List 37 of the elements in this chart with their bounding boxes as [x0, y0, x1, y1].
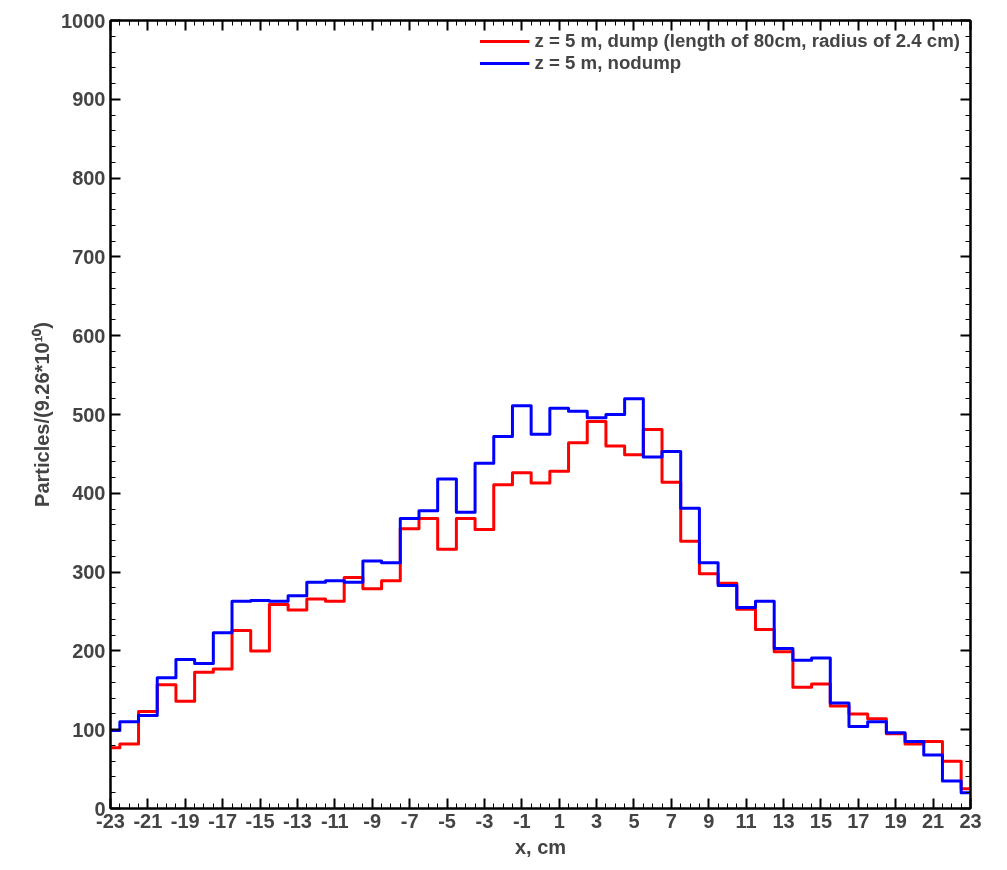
legend-label: z = 5 m, dump (length of 80cm, radius of 2.4 cm)	[534, 30, 960, 52]
x-tick-label: -9	[363, 809, 382, 832]
x-tick-label: 3	[591, 809, 603, 832]
x-tick-label: -15	[245, 809, 275, 832]
y-tick-label: 600	[72, 324, 106, 347]
x-tick-label: 23	[959, 809, 982, 832]
y-tick-label: 400	[72, 482, 106, 505]
x-tick-label: -11	[320, 809, 349, 832]
y-tick-label: 500	[72, 403, 106, 426]
x-tick-label: 5	[628, 809, 640, 832]
y-tick-label: 900	[72, 88, 106, 111]
y-tick-label: 200	[72, 639, 106, 662]
x-tick-label: 15	[809, 809, 833, 832]
y-axis-title: Particles/(9.26*10¹⁰)	[31, 322, 54, 507]
x-tick-label: -7	[400, 809, 419, 832]
x-tick-label: -21	[133, 809, 163, 832]
y-tick-label: 300	[72, 561, 106, 584]
x-tick-label: 11	[735, 809, 757, 832]
x-tick-label: -17	[208, 809, 238, 832]
x-tick-label: 7	[665, 809, 677, 832]
x-tick-label: -19	[170, 809, 200, 832]
x-tick-label: -3	[475, 809, 494, 832]
y-tick-label: 800	[72, 167, 106, 190]
y-tick-label: 1000	[61, 9, 106, 32]
y-tick-label: 700	[72, 245, 106, 268]
x-tick-label: -13	[283, 809, 312, 832]
y-tick-label: 100	[72, 718, 106, 741]
x-tick-label: -5	[438, 809, 456, 832]
x-tick-label: 13	[772, 809, 795, 832]
x-tick-label: 21	[921, 809, 945, 832]
x-tick-label: 9	[703, 809, 715, 832]
x-axis-title: x, cm	[514, 835, 567, 858]
x-tick-label: -1	[512, 809, 531, 832]
x-tick-label: 17	[847, 809, 870, 832]
x-tick-label: 19	[884, 809, 907, 832]
legend-label: z = 5 m, nodump	[534, 52, 682, 74]
x-tick-label: 1	[553, 809, 565, 832]
